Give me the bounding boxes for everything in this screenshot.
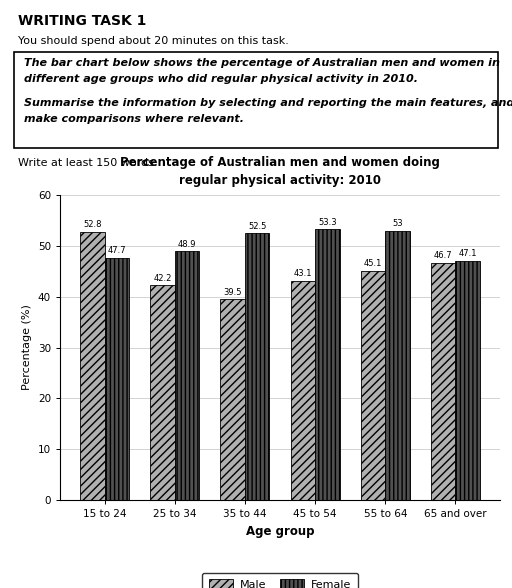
Bar <box>104 258 129 500</box>
Bar <box>220 299 245 500</box>
X-axis label: Age group: Age group <box>246 524 314 537</box>
Bar <box>175 252 199 500</box>
Text: 43.1: 43.1 <box>293 269 312 278</box>
Text: 53: 53 <box>392 219 403 228</box>
Text: Summarise the information by selecting and reporting the main features, and: Summarise the information by selecting a… <box>24 98 512 108</box>
Text: The bar chart below shows the percentage of Australian men and women in: The bar chart below shows the percentage… <box>24 58 500 68</box>
Text: 52.5: 52.5 <box>248 222 266 230</box>
Text: 39.5: 39.5 <box>223 288 242 297</box>
Text: different age groups who did regular physical activity in 2010.: different age groups who did regular phy… <box>24 74 418 84</box>
Text: 47.1: 47.1 <box>458 249 477 258</box>
Text: 47.7: 47.7 <box>108 246 126 255</box>
Text: You should spend about 20 minutes on this task.: You should spend about 20 minutes on thi… <box>18 36 289 46</box>
Bar <box>290 281 315 500</box>
Bar <box>80 232 104 500</box>
Bar <box>150 286 175 500</box>
Text: 46.7: 46.7 <box>434 251 453 260</box>
Bar <box>315 229 339 500</box>
Text: Write at least 150 words.: Write at least 150 words. <box>18 158 158 168</box>
Text: 48.9: 48.9 <box>178 240 196 249</box>
Text: 53.3: 53.3 <box>318 218 337 226</box>
Title: Percentage of Australian men and women doing
regular physical activity: 2010: Percentage of Australian men and women d… <box>120 156 440 187</box>
Legend: Male, Female: Male, Female <box>202 573 358 588</box>
Bar <box>456 260 480 500</box>
Bar <box>245 233 269 500</box>
Text: 52.8: 52.8 <box>83 220 101 229</box>
Text: make comparisons where relevant.: make comparisons where relevant. <box>24 114 244 124</box>
Bar <box>385 230 410 500</box>
Bar <box>431 263 456 500</box>
Text: 45.1: 45.1 <box>364 259 382 268</box>
Text: 42.2: 42.2 <box>153 274 172 283</box>
Text: WRITING TASK 1: WRITING TASK 1 <box>18 14 146 28</box>
Y-axis label: Percentage (%): Percentage (%) <box>23 305 32 390</box>
Bar <box>360 270 385 500</box>
